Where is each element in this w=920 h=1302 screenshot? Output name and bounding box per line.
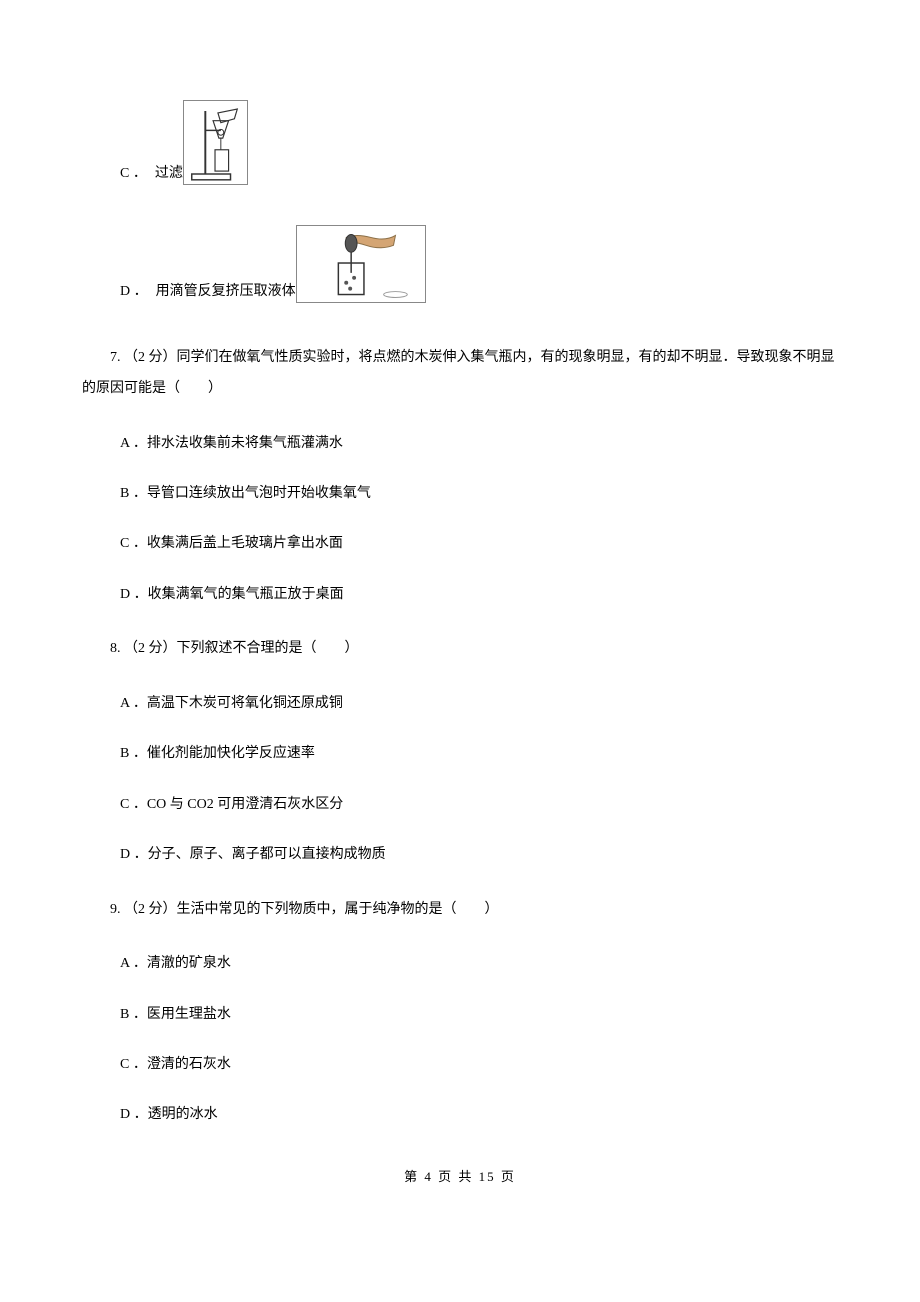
q9-option-d: D ．透明的冰水 — [82, 1104, 838, 1126]
q8-option-c: C ．CO 与 CO2 可用澄清石灰水区分 — [82, 794, 838, 816]
q9-option-c: C ．澄清的石灰水 — [82, 1054, 838, 1076]
q9-text: 生活中常见的下列物质中，属于纯净物的是（ ） — [177, 902, 499, 917]
filter-apparatus-image — [183, 100, 248, 185]
option-c-text: 过滤 — [155, 163, 183, 185]
q8-option-d: D ．分子、原子、离子都可以直接构成物质 — [82, 844, 838, 866]
q7-option-a: A ．排水法收集前未将集气瓶灌满水 — [82, 433, 838, 455]
q7-option-b: B ．导管口连续放出气泡时开始收集氧气 — [82, 483, 838, 505]
q8-option-a: A ．高温下木炭可将氧化铜还原成铜 — [82, 693, 838, 715]
q9-prefix: 9. （2 分） — [110, 902, 177, 917]
option-d-text: 用滴管反复挤压取液体 — [156, 281, 296, 303]
q7-option-c: C ．收集满后盖上毛玻璃片拿出水面 — [82, 533, 838, 555]
q7-text: 同学们在做氧气性质实验时，将点燃的木炭伸入集气瓶内，有的现象明显，有的却不明显．… — [82, 350, 835, 396]
q8-text: 下列叙述不合理的是（ ） — [177, 641, 359, 656]
question-9: 9. （2 分）生活中常见的下列物质中，属于纯净物的是（ ） — [82, 895, 838, 926]
option-c-label: C ． — [120, 163, 147, 185]
q8-option-b: B ．催化剂能加快化学反应速率 — [82, 743, 838, 765]
option-d-with-image: D ． 用滴管反复挤压取液体 — [82, 225, 838, 303]
option-c-with-image: C ． 过滤 — [82, 100, 838, 185]
q8-prefix: 8. （2 分） — [110, 641, 177, 656]
q9-option-b: B ．医用生理盐水 — [82, 1004, 838, 1026]
q9-option-a: A ．清澈的矿泉水 — [82, 953, 838, 975]
page-footer: 第 4 页 共 15 页 — [82, 1167, 838, 1188]
q7-option-d: D ．收集满氧气的集气瓶正放于桌面 — [82, 584, 838, 606]
q7-prefix: 7. （2 分） — [110, 350, 177, 365]
option-d-label: D ． — [120, 281, 148, 303]
question-8: 8. （2 分）下列叙述不合理的是（ ） — [82, 634, 838, 665]
dropper-image — [296, 225, 426, 303]
question-7: 7. （2 分）同学们在做氧气性质实验时，将点燃的木炭伸入集气瓶内，有的现象明显… — [82, 343, 838, 405]
